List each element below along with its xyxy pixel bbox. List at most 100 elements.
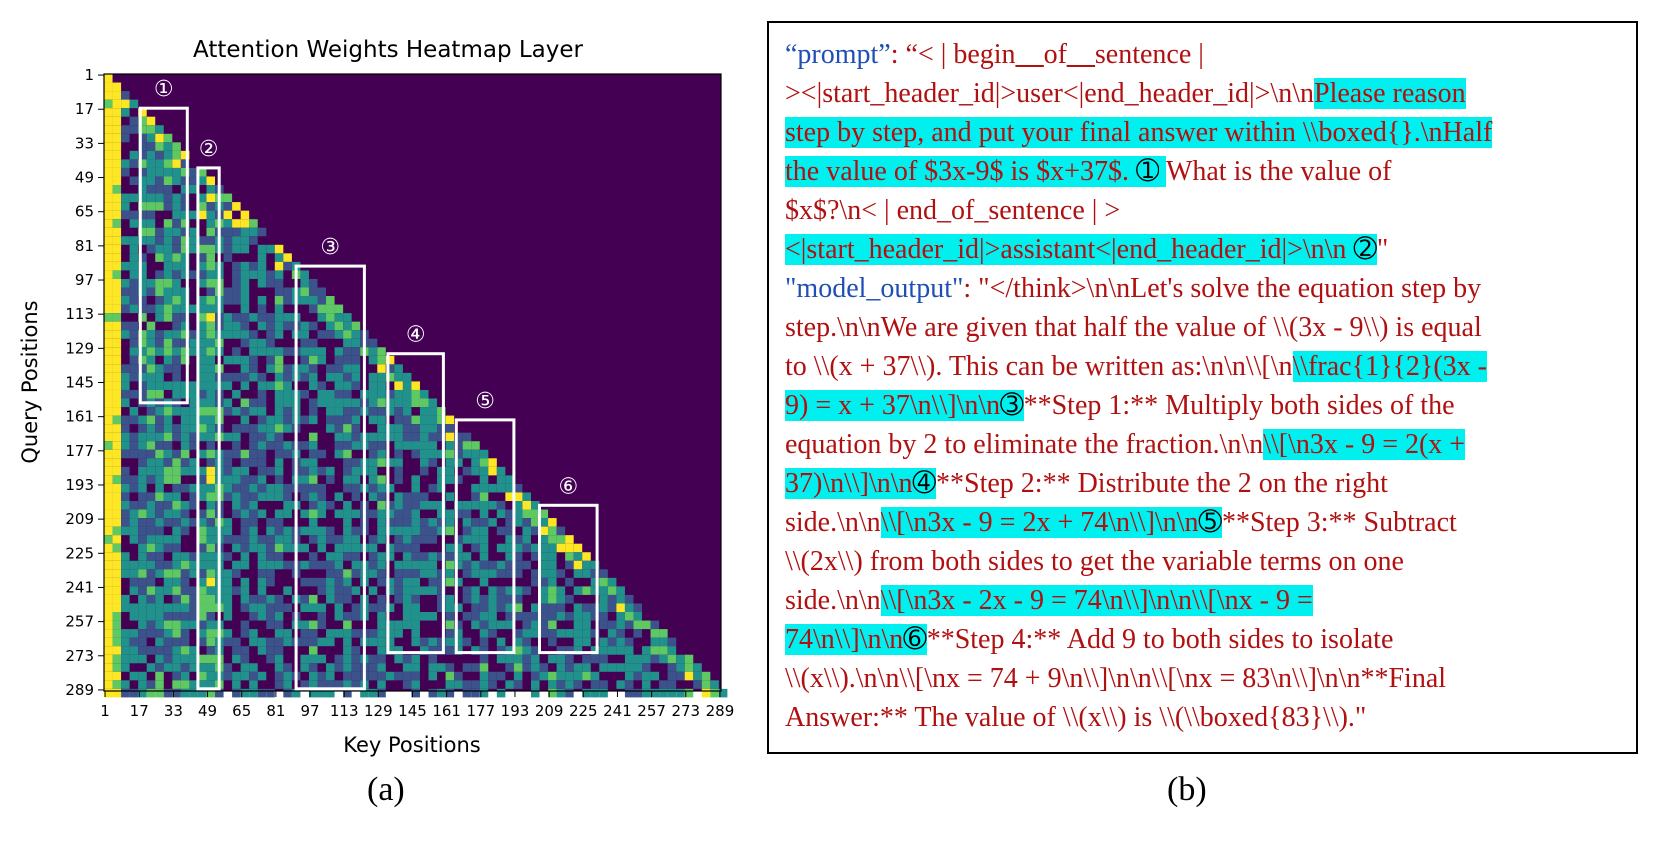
heatmap-cell bbox=[308, 688, 318, 698]
heatmap-cell bbox=[283, 347, 292, 356]
x-tick-label: 97 bbox=[300, 702, 319, 720]
heatmap-cell bbox=[146, 663, 156, 672]
heatmap-cell bbox=[343, 364, 352, 373]
heatmap-cell bbox=[317, 620, 327, 630]
heatmap-cell bbox=[684, 671, 694, 681]
heatmap-cell bbox=[684, 654, 694, 664]
heatmap-cell bbox=[343, 321, 352, 331]
heatmap-cell bbox=[197, 612, 207, 621]
heatmap-cell bbox=[548, 560, 557, 570]
heatmap-cell bbox=[180, 594, 190, 604]
panel-b-label: (b) bbox=[1167, 771, 1207, 808]
heatmap-cell bbox=[180, 304, 190, 314]
heatmap-cell bbox=[343, 526, 352, 536]
heatmap-cell bbox=[232, 441, 241, 450]
heatmap-cell bbox=[257, 407, 267, 416]
heatmap-cell bbox=[172, 654, 181, 664]
heatmap-cell bbox=[411, 509, 420, 519]
heatmap-cell bbox=[206, 646, 216, 655]
heatmap-cell bbox=[522, 560, 531, 570]
heatmap-cell bbox=[232, 646, 241, 655]
heatmap-cell bbox=[189, 424, 198, 433]
heatmap-cell bbox=[121, 424, 130, 433]
heatmap-cell bbox=[317, 509, 327, 519]
heatmap-cell bbox=[326, 398, 335, 408]
heatmap-cell bbox=[377, 372, 386, 382]
heatmap-cell bbox=[232, 296, 241, 305]
heatmap-cell bbox=[462, 586, 472, 595]
heatmap-cell bbox=[479, 620, 489, 630]
heatmap-cell bbox=[607, 637, 617, 647]
heatmap-cell bbox=[667, 663, 677, 672]
heatmap-cell bbox=[121, 500, 130, 510]
heatmap-cell bbox=[172, 492, 181, 501]
heatmap-cell bbox=[104, 74, 113, 83]
heatmap-cell bbox=[530, 509, 540, 519]
heatmap-cell bbox=[163, 535, 173, 544]
heatmap-cell bbox=[232, 330, 241, 339]
heatmap-cell bbox=[343, 475, 352, 484]
heatmap-cell bbox=[172, 466, 181, 476]
heatmap-cell bbox=[146, 449, 156, 459]
heatmap-cell bbox=[539, 620, 549, 630]
heatmap-cell bbox=[112, 500, 122, 510]
heatmap-cell bbox=[163, 466, 173, 476]
heatmap-cell bbox=[462, 688, 472, 698]
heatmap-cell bbox=[394, 526, 403, 536]
heatmap-cell bbox=[155, 244, 164, 254]
heatmap-cell bbox=[471, 560, 480, 570]
heatmap-cell bbox=[138, 125, 147, 134]
heatmap-cell bbox=[496, 475, 506, 484]
heatmap-cell bbox=[232, 261, 241, 271]
heatmap-cell bbox=[326, 415, 335, 425]
heatmap-cell bbox=[308, 321, 318, 331]
heatmap-cell bbox=[368, 663, 378, 672]
heatmap-cell bbox=[283, 313, 292, 322]
heatmap-cell bbox=[129, 586, 139, 595]
y-tick-label: 241 bbox=[65, 578, 94, 596]
heatmap-cell bbox=[138, 612, 147, 621]
heatmap-cell bbox=[659, 654, 668, 664]
heatmap-cell bbox=[163, 500, 173, 510]
heatmap-cell bbox=[146, 227, 156, 237]
heatmap-cell bbox=[684, 688, 694, 698]
heatmap-cell bbox=[308, 663, 318, 672]
heatmap-cell bbox=[385, 364, 395, 373]
heatmap-cell bbox=[659, 646, 668, 655]
heatmap-cell bbox=[223, 569, 233, 578]
heatmap-cell bbox=[300, 654, 309, 664]
heatmap-cell bbox=[505, 543, 514, 553]
heatmap-cell bbox=[351, 458, 361, 467]
heatmap-cell bbox=[146, 646, 156, 655]
heatmap-cell bbox=[394, 415, 403, 425]
heatmap-cell bbox=[104, 236, 113, 245]
heatmap-cell bbox=[368, 560, 378, 570]
heatmap-cell bbox=[454, 577, 463, 587]
heatmap-cell bbox=[180, 612, 190, 621]
heatmap-cell bbox=[445, 475, 455, 484]
x-tick-label: 65 bbox=[232, 702, 251, 720]
heatmap-cell bbox=[582, 560, 591, 570]
heatmap-cell bbox=[334, 449, 344, 459]
heatmap-cell bbox=[274, 296, 284, 305]
heatmap-cell bbox=[121, 680, 130, 689]
heatmap-cell bbox=[138, 253, 147, 262]
heatmap-cell bbox=[146, 569, 156, 578]
heatmap-cell bbox=[317, 560, 327, 570]
heatmap-cell bbox=[274, 278, 284, 288]
heatmap-cell bbox=[112, 577, 122, 587]
heatmap-cell bbox=[411, 526, 420, 536]
heatmap-cell bbox=[112, 389, 122, 399]
heatmap-cell bbox=[351, 347, 361, 356]
heatmap-cell bbox=[112, 347, 122, 356]
heatmap-cell bbox=[155, 432, 164, 442]
heatmap-cell bbox=[274, 646, 284, 655]
heatmap-cell bbox=[428, 552, 438, 561]
heatmap-cell bbox=[163, 159, 173, 168]
heatmap-cell bbox=[155, 167, 164, 177]
heatmap-cell bbox=[624, 603, 634, 613]
heatmap-cell bbox=[445, 518, 455, 527]
heatmap-cell bbox=[351, 552, 361, 561]
heatmap-cell bbox=[402, 535, 412, 544]
heatmap-cell bbox=[326, 500, 335, 510]
